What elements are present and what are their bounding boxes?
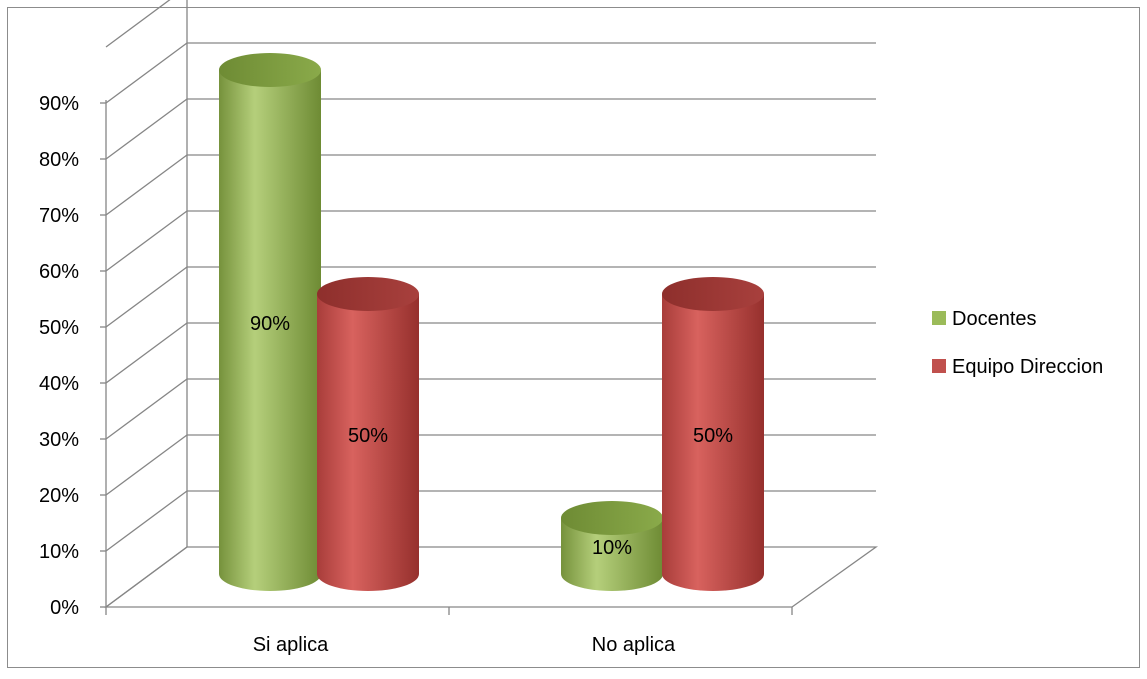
side-gridline <box>105 546 188 608</box>
legend: Docentes Equipo Direccion <box>932 308 1103 378</box>
side-gridline <box>105 0 171 48</box>
bar-top <box>561 501 663 535</box>
x-axis-tick-labels: Si aplica No aplica <box>253 634 676 656</box>
y-tick-label: 10% <box>39 541 79 563</box>
bar-top <box>317 277 419 311</box>
legend-label: Equipo Direccion <box>952 356 1103 378</box>
legend-label: Docentes <box>952 308 1037 330</box>
data-labels: 90% 50% 10% 50% <box>250 313 733 559</box>
side-gridline <box>105 490 188 552</box>
data-label: 90% <box>250 313 290 335</box>
y-tick-label: 50% <box>39 317 79 339</box>
y-tick-label: 40% <box>39 373 79 395</box>
y-tick-label: 0% <box>50 597 79 619</box>
bar-0-0 <box>219 53 321 591</box>
side-gridline <box>105 322 188 384</box>
x-tick-label: No aplica <box>592 634 676 656</box>
y-axis-tick-labels: 0% 10% 20% 30% 40% 50% 60% 70% 80% 90% <box>39 93 79 619</box>
bar-1-0 <box>561 501 663 591</box>
y-tick-label: 70% <box>39 205 79 227</box>
legend-swatch <box>932 311 946 325</box>
axes <box>100 0 793 615</box>
bar-body <box>662 294 764 591</box>
x-tick-label: Si aplica <box>253 634 329 656</box>
bar-top <box>662 277 764 311</box>
bar-1-1 <box>662 277 764 591</box>
side-gridline <box>105 98 188 160</box>
y-tick-label: 20% <box>39 485 79 507</box>
legend-swatch <box>932 359 946 373</box>
bar-0-1 <box>317 277 419 591</box>
bar-body <box>219 70 321 591</box>
data-label: 10% <box>592 537 632 559</box>
side-gridline <box>105 154 188 216</box>
bar-body <box>317 294 419 591</box>
bar-body <box>561 518 663 591</box>
bar-top <box>219 53 321 87</box>
y-tick-label: 30% <box>39 429 79 451</box>
data-label: 50% <box>693 425 733 447</box>
y-tick-label: 90% <box>39 93 79 115</box>
side-gridline <box>105 42 188 104</box>
y-tick-label: 80% <box>39 149 79 171</box>
side-gridline <box>105 210 188 272</box>
side-gridline <box>105 434 188 496</box>
y-tick-label: 60% <box>39 261 79 283</box>
side-gridline <box>105 266 188 328</box>
side-gridline <box>105 378 188 440</box>
bars <box>219 53 764 591</box>
data-label: 50% <box>348 425 388 447</box>
